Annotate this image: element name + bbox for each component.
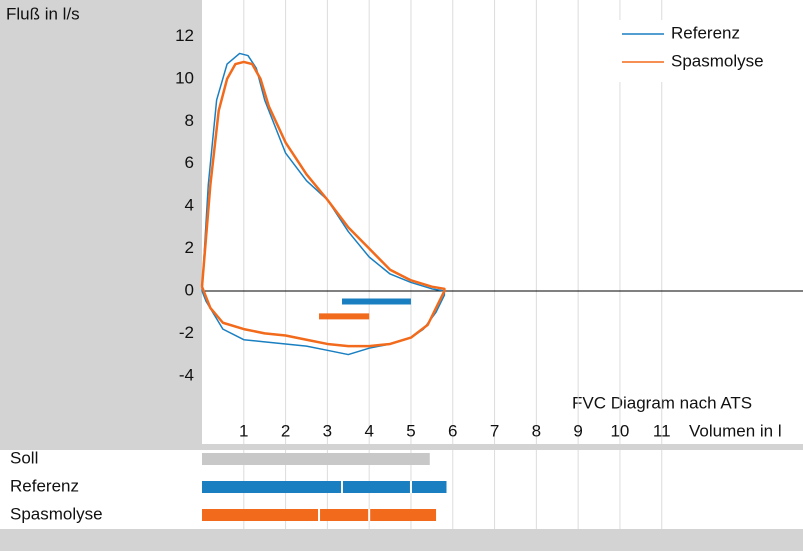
separator	[0, 444, 803, 450]
bar-label: Soll	[10, 448, 38, 467]
x-tick-label: 11	[653, 421, 671, 440]
x-tick-label: 5	[406, 421, 415, 440]
y-tick-label: 4	[185, 196, 194, 215]
y-tick-label: -2	[179, 323, 194, 342]
y-tick-label: 6	[185, 153, 194, 172]
x-tick-label: 1	[239, 421, 248, 440]
x-tick-label: 8	[532, 421, 541, 440]
y-tick-label: 2	[185, 238, 194, 257]
x-tick-label: 4	[364, 421, 373, 440]
legend-label: Referenz	[671, 23, 740, 42]
y-tick-label: 8	[185, 111, 194, 130]
x-tick-label: 9	[573, 421, 582, 440]
x-tick-label: 3	[323, 421, 332, 440]
bottom-strip	[0, 529, 803, 551]
y-tick-label: -4	[179, 365, 194, 384]
y-tick-label: 10	[175, 68, 194, 87]
bar-label: Spasmolyse	[10, 504, 103, 523]
flow-volume-curve	[200, 60, 446, 348]
y-tick-label: 12	[175, 26, 194, 45]
y-tick-label: 0	[185, 280, 194, 299]
x-tick-label: 6	[448, 421, 457, 440]
bar-label: Referenz	[10, 476, 79, 495]
legend-label: Spasmolyse	[671, 51, 764, 70]
legend-box	[612, 20, 792, 82]
left-panel	[0, 0, 202, 445]
volume-bar	[202, 481, 447, 493]
x-tick-label: 7	[490, 421, 499, 440]
x-tick-label: 2	[281, 421, 290, 440]
volume-bar	[202, 453, 430, 465]
y-axis-label: Fluß in l/s	[6, 4, 80, 23]
flow-volume-curve	[201, 52, 446, 356]
x-tick-label: 10	[610, 421, 629, 440]
x-axis-label: Volumen in l	[689, 421, 782, 440]
